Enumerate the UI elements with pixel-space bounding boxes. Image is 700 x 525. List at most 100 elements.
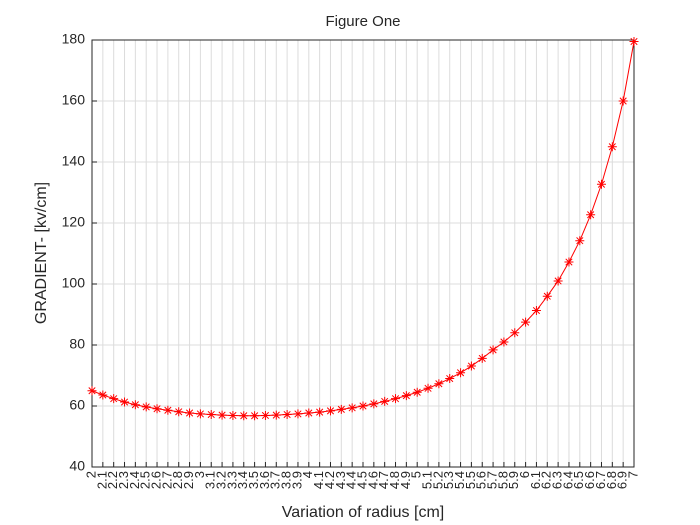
- marker: [185, 408, 195, 418]
- marker: [596, 179, 606, 189]
- y-tick-label: 60: [69, 397, 85, 413]
- x-tick-label: 6.2: [539, 471, 554, 489]
- x-tick-label: 6.6: [582, 471, 597, 489]
- marker: [445, 374, 455, 384]
- marker: [542, 291, 552, 301]
- x-tick-label: 3.8: [279, 471, 294, 489]
- marker: [206, 410, 216, 420]
- x-tick-label: 3.2: [214, 471, 229, 489]
- marker: [380, 396, 390, 406]
- x-tick-label: 5.9: [506, 471, 521, 489]
- x-tick-label: 3.9: [289, 471, 304, 489]
- marker: [586, 210, 596, 220]
- x-tick-label: 6.9: [615, 471, 630, 489]
- x-tick-label: 6.7: [593, 471, 608, 489]
- marker: [336, 404, 346, 414]
- x-tick-label: 5.5: [463, 471, 478, 489]
- x-tick-label: 5.2: [430, 471, 445, 489]
- x-tick-label: 7: [625, 471, 640, 478]
- marker: [228, 410, 238, 420]
- y-tick-label: 160: [62, 92, 86, 108]
- x-tick-label: 4.7: [376, 471, 391, 489]
- marker: [499, 337, 509, 347]
- x-tick-label: 4: [300, 471, 315, 478]
- x-tick-label: 2.1: [94, 471, 109, 489]
- x-tick-label: 2: [83, 471, 98, 478]
- x-tick-label: 6.5: [571, 471, 586, 489]
- x-tick-label: 2.9: [181, 471, 196, 489]
- marker: [629, 37, 639, 47]
- marker: [358, 401, 368, 411]
- x-tick-label: 4.5: [354, 471, 369, 489]
- x-tick-label: 5.7: [485, 471, 500, 489]
- x-tick-label: 3.7: [268, 471, 283, 489]
- marker: [466, 361, 476, 371]
- marker: [564, 257, 574, 267]
- x-tick-label: 4.9: [398, 471, 413, 489]
- marker: [510, 328, 520, 338]
- marker: [260, 410, 270, 420]
- marker: [120, 397, 130, 407]
- y-tick-label: 100: [62, 275, 86, 291]
- x-tick-label: 5.8: [495, 471, 510, 489]
- x-tick-label: 4.2: [322, 471, 337, 489]
- x-tick-label: 6: [517, 471, 532, 478]
- x-tick-label: 5: [409, 471, 424, 478]
- y-axis-label: GRADIENT- [kv/cm]: [33, 182, 50, 324]
- marker: [607, 142, 617, 152]
- marker: [553, 276, 563, 286]
- x-tick-label: 6.8: [604, 471, 619, 489]
- marker: [87, 386, 97, 396]
- marker: [315, 407, 325, 417]
- marker: [434, 379, 444, 389]
- marker: [250, 411, 260, 421]
- x-tick-label: 2.7: [159, 471, 174, 489]
- x-axis-label: Variation of radius [cm]: [282, 504, 444, 521]
- x-tick-label: 4.3: [333, 471, 348, 489]
- x-tick-label: 6.4: [560, 471, 575, 489]
- marker: [412, 387, 422, 397]
- marker: [575, 236, 585, 246]
- x-tick-label: 2.6: [148, 471, 163, 489]
- y-tick-label: 80: [69, 336, 85, 352]
- x-tick-label: 4.1: [311, 471, 326, 489]
- marker: [531, 306, 541, 316]
- x-tick-label: 2.2: [105, 471, 120, 489]
- marker: [282, 410, 292, 420]
- y-tick-label: 140: [62, 153, 86, 169]
- x-tick-label: 5.3: [441, 471, 456, 489]
- axes-box: [91, 39, 635, 468]
- marker: [456, 368, 466, 378]
- marker: [98, 390, 108, 400]
- x-tick-label: 6.1: [528, 471, 543, 489]
- marker: [423, 383, 433, 393]
- x-tick-label: 3: [192, 471, 207, 478]
- x-tick-label: 3.4: [235, 471, 250, 489]
- marker: [271, 410, 281, 420]
- x-tick-label: 2.8: [170, 471, 185, 489]
- x-tick-label: 4.4: [344, 471, 359, 489]
- x-tick-label: 4.8: [387, 471, 402, 489]
- x-tick-label: 3.1: [203, 471, 218, 489]
- x-tick-label: 3.6: [257, 471, 272, 489]
- marker: [347, 403, 357, 413]
- y-tick-label: 120: [62, 214, 86, 230]
- marker: [152, 404, 162, 414]
- x-tick-label: 3.3: [224, 471, 239, 489]
- x-tick-label: 5.6: [474, 471, 489, 489]
- marker: [325, 406, 335, 416]
- marker: [239, 411, 249, 421]
- x-tick-label: 3.5: [246, 471, 261, 489]
- x-tick-label: 2.4: [127, 471, 142, 489]
- x-tick-label: 2.5: [138, 471, 153, 489]
- marker: [477, 353, 487, 363]
- y-tick-label: 40: [69, 458, 85, 474]
- y-tick-label: 180: [62, 31, 86, 47]
- marker: [174, 407, 184, 417]
- marker: [391, 394, 401, 404]
- marker: [130, 400, 140, 410]
- marker: [369, 399, 379, 409]
- marker: [618, 96, 628, 106]
- marker: [488, 345, 498, 355]
